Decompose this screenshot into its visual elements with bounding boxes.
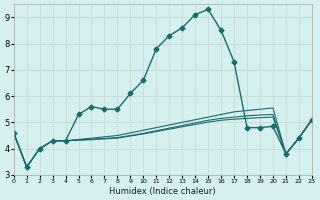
X-axis label: Humidex (Indice chaleur): Humidex (Indice chaleur) — [109, 187, 216, 196]
